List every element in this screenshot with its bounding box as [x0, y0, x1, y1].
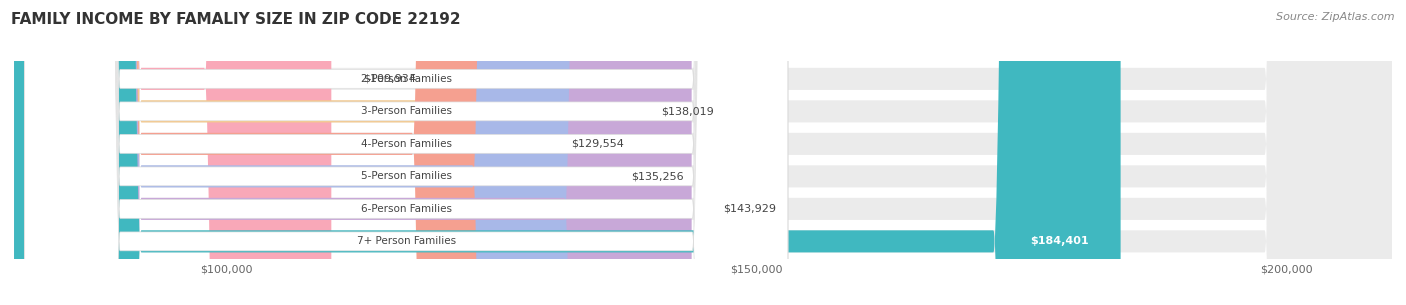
FancyBboxPatch shape: [14, 0, 1392, 305]
Text: $129,554: $129,554: [571, 139, 624, 149]
FancyBboxPatch shape: [14, 0, 692, 305]
FancyBboxPatch shape: [14, 0, 1392, 305]
FancyBboxPatch shape: [14, 0, 540, 305]
FancyBboxPatch shape: [14, 0, 1392, 305]
FancyBboxPatch shape: [14, 0, 1392, 305]
Text: 3-Person Families: 3-Person Families: [361, 106, 451, 117]
Text: 6-Person Families: 6-Person Families: [361, 204, 451, 214]
FancyBboxPatch shape: [14, 0, 332, 305]
Text: Source: ZipAtlas.com: Source: ZipAtlas.com: [1277, 12, 1395, 22]
Text: $135,256: $135,256: [631, 171, 685, 181]
Text: 2-Person Families: 2-Person Families: [361, 74, 451, 84]
Text: $109,934: $109,934: [363, 74, 416, 84]
FancyBboxPatch shape: [25, 0, 787, 305]
Text: 5-Person Families: 5-Person Families: [361, 171, 451, 181]
Text: FAMILY INCOME BY FAMALIY SIZE IN ZIP CODE 22192: FAMILY INCOME BY FAMALIY SIZE IN ZIP COD…: [11, 12, 461, 27]
FancyBboxPatch shape: [14, 0, 1121, 305]
FancyBboxPatch shape: [25, 0, 787, 305]
Text: 4-Person Families: 4-Person Families: [361, 139, 451, 149]
FancyBboxPatch shape: [25, 0, 787, 305]
Text: $138,019: $138,019: [661, 106, 714, 117]
Text: 7+ Person Families: 7+ Person Families: [357, 236, 456, 246]
FancyBboxPatch shape: [14, 0, 600, 305]
FancyBboxPatch shape: [14, 0, 628, 305]
Text: $184,401: $184,401: [1031, 236, 1088, 246]
FancyBboxPatch shape: [25, 0, 787, 305]
FancyBboxPatch shape: [14, 0, 1392, 305]
Text: $143,929: $143,929: [724, 204, 776, 214]
FancyBboxPatch shape: [25, 0, 787, 305]
FancyBboxPatch shape: [25, 0, 787, 305]
FancyBboxPatch shape: [14, 0, 1392, 305]
